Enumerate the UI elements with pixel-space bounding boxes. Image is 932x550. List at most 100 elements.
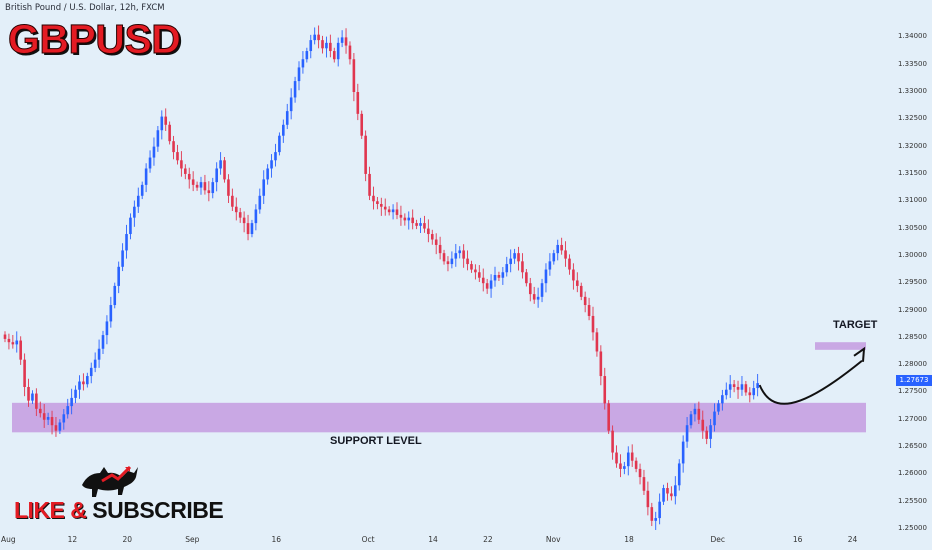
candle-body <box>207 190 211 194</box>
candle-body <box>227 179 230 196</box>
candle-body <box>282 124 285 136</box>
candle-body <box>195 184 199 188</box>
candle-body <box>172 141 175 153</box>
candle-body <box>78 381 81 390</box>
candle-body <box>383 206 387 210</box>
candle-body <box>301 59 305 68</box>
candle-body <box>144 168 148 185</box>
candle-body <box>693 408 697 415</box>
candle-body <box>591 315 595 333</box>
candle-body <box>556 244 560 254</box>
candle-body <box>199 182 203 188</box>
candle-body <box>474 269 477 273</box>
candle-body <box>297 67 301 82</box>
candle-body <box>238 212 242 218</box>
price-tick-label: 1.26000 <box>898 469 927 478</box>
candle-body <box>681 441 685 464</box>
candle-body <box>623 466 626 469</box>
candle-body <box>191 179 195 185</box>
candle-body <box>740 384 744 390</box>
candle-body <box>246 223 250 235</box>
candle-body <box>721 395 724 404</box>
candle-body <box>117 266 120 286</box>
candle-body <box>344 37 348 46</box>
candle-body <box>509 258 512 265</box>
candle-body <box>595 332 599 352</box>
candle-body <box>689 414 693 426</box>
candle-body <box>387 209 391 213</box>
candle-body <box>274 152 277 161</box>
candle-body <box>478 272 481 278</box>
candle-body <box>133 206 136 218</box>
candle-body <box>685 425 689 442</box>
candle-body <box>278 135 281 153</box>
candle-body <box>497 275 501 278</box>
candle-body <box>293 81 297 98</box>
current-price-tag: 1.27673 <box>896 375 932 386</box>
candle-body <box>744 384 748 393</box>
candle-body <box>666 488 669 494</box>
like-subscribe-banner[interactable]: LIKE & SUBSCRIBE <box>14 497 224 524</box>
candle-body <box>697 408 701 420</box>
candle-body <box>403 217 407 221</box>
candle-body <box>368 173 371 196</box>
zones-layer <box>12 342 866 433</box>
candle-body <box>266 168 269 180</box>
price-tick-label: 1.31000 <box>898 196 927 205</box>
bull-bear-icon <box>82 465 138 497</box>
candle-body <box>705 430 708 439</box>
candle-body <box>258 195 262 210</box>
candle-body <box>42 413 46 420</box>
candle-body <box>732 384 736 387</box>
candle-body <box>372 195 375 202</box>
candle-body <box>364 135 367 174</box>
candle-body <box>513 253 516 259</box>
candle-body <box>89 367 93 377</box>
candle-body <box>254 209 258 224</box>
price-tick-label: 1.34000 <box>898 32 927 41</box>
date-tick-label: 24 <box>847 535 858 544</box>
price-tick-label: 1.32500 <box>898 114 927 123</box>
price-tick-label: 1.29500 <box>898 278 927 287</box>
date-tick-label: Aug <box>1 535 16 544</box>
candle-body <box>674 485 677 497</box>
candle-body <box>611 430 614 453</box>
candle-body <box>650 507 654 521</box>
price-tick-label: 1.28500 <box>898 332 927 341</box>
candle-body <box>270 160 273 169</box>
candle-body <box>411 217 414 224</box>
candle-body <box>607 403 610 431</box>
candle-body <box>380 203 383 207</box>
candle-body <box>101 335 105 349</box>
candle-body <box>66 406 70 415</box>
candle-body <box>454 253 458 259</box>
candle-body <box>148 157 152 169</box>
candle-body <box>501 272 505 278</box>
candle-body <box>525 272 528 284</box>
candle-body <box>415 223 418 226</box>
candle-body <box>219 160 222 169</box>
candle-body <box>470 264 473 270</box>
date-tick-label: 16 <box>271 535 282 544</box>
candle-body <box>701 419 705 431</box>
date-tick-label: 22 <box>483 535 493 544</box>
candle-body <box>340 37 344 43</box>
target-zone <box>815 342 866 350</box>
candle-body <box>399 214 403 218</box>
candle-body <box>446 261 450 265</box>
candle-body <box>391 209 395 213</box>
candle-body <box>313 34 316 41</box>
candle-body <box>654 518 658 521</box>
price-tick-label: 1.32000 <box>898 141 927 150</box>
candle-body <box>309 40 313 52</box>
candle-body <box>709 425 712 439</box>
candle-body <box>113 285 117 306</box>
price-tick-label: 1.25500 <box>898 496 927 505</box>
candle-body <box>242 217 246 224</box>
candle-body <box>180 160 183 169</box>
candle-body <box>223 160 226 180</box>
price-tick-label: 1.26500 <box>898 442 927 451</box>
